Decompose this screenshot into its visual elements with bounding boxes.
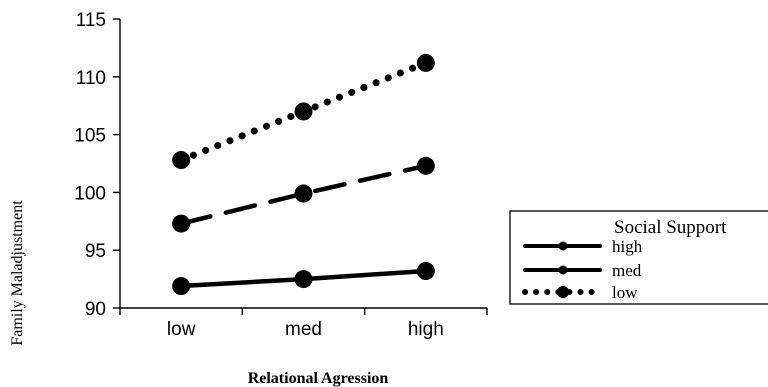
series-high [172,262,435,296]
x-tick-label: med [285,319,322,340]
data-point [416,53,435,72]
legend-item-high: high [523,237,643,256]
data-point [416,156,435,175]
legend-item-med: med [523,261,642,280]
y-axis-label: Family Maladjustment [9,200,26,346]
x-tick-label: high [408,319,444,340]
series-line-med [178,163,429,226]
y-tick-label: 90 [85,299,106,320]
legend-title: Social Support [614,217,727,238]
data-point [172,277,191,296]
data-point [172,151,191,170]
legend-items: high med low [522,237,643,302]
y-tick-label: 95 [85,241,106,262]
axes: 90 95 100 105 110 115 low med high [74,10,488,340]
legend-marker [558,241,568,251]
series-med [172,156,435,233]
x-tick-label: low [167,319,196,340]
legend-marker [558,265,568,275]
legend-box [509,210,768,305]
y-tick-label: 100 [74,183,106,204]
y-tick-label: 115 [76,10,106,31]
data-point [294,270,313,289]
x-axis-label: Relational Agression [248,370,389,387]
legend: Social Support high med low [509,210,768,305]
axis-labels: Family Maladjustment Relational Agressio… [9,200,388,387]
legend-label: low [612,283,638,302]
data-point [172,214,191,233]
y-tick-label: 105 [74,126,106,147]
series-layer [172,53,435,296]
data-point [294,184,313,203]
y-tick-label: 110 [76,68,106,89]
legend-item-low: low [522,283,638,302]
data-point [294,102,313,121]
series-low [172,53,435,170]
legend-label: med [612,261,642,280]
legend-marker [557,286,569,298]
data-point [416,262,435,281]
legend-label: high [612,237,643,256]
